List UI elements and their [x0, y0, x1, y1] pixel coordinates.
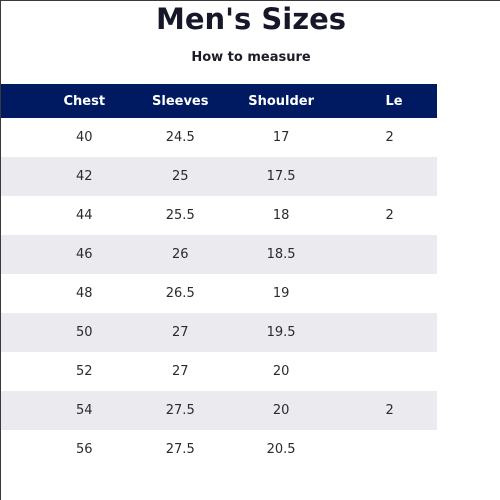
- cell-chest: 54: [37, 391, 131, 430]
- column-header-sleeves: Sleeves: [130, 84, 230, 118]
- cell-length: 2: [332, 118, 437, 157]
- cell-size: L: [1, 313, 38, 352]
- cell-chest: 52: [37, 352, 131, 391]
- cell-size: [1, 274, 38, 313]
- cell-length: [332, 352, 437, 391]
- column-header-shoulder: Shoulder: [229, 84, 333, 118]
- cell-size: M: [1, 235, 38, 274]
- cell-shoulder: 19.5: [229, 313, 333, 352]
- cell-length: [332, 313, 437, 352]
- page-title: Men's Sizes: [155, 2, 347, 36]
- cell-chest: 44: [37, 196, 131, 235]
- table-row: XL 56 27.5 20.5: [1, 430, 437, 469]
- cell-chest: 56: [37, 430, 131, 469]
- cell-size: S: [1, 157, 38, 196]
- table-row: M 46 26 18.5: [1, 235, 437, 274]
- cell-shoulder: 18: [229, 196, 333, 235]
- cell-chest: 40: [37, 118, 131, 157]
- table-row: XL 54 27.5 20 2: [1, 391, 437, 430]
- cell-length: [332, 430, 437, 469]
- cell-length: [332, 274, 437, 313]
- cell-sleeves: 25: [130, 157, 230, 196]
- column-header-size: ze: [1, 84, 38, 118]
- cell-shoulder: 20: [229, 352, 333, 391]
- cell-shoulder: 17: [229, 118, 333, 157]
- how-to-measure-link[interactable]: How to measure: [191, 50, 311, 65]
- cell-shoulder: 17.5: [229, 157, 333, 196]
- cell-shoulder: 19: [229, 274, 333, 313]
- cell-chest: 48: [37, 274, 131, 313]
- cell-shoulder: 20.5: [229, 430, 333, 469]
- cell-size: S: [1, 196, 38, 235]
- cell-size: XL: [1, 391, 38, 430]
- cell-sleeves: 26.5: [130, 274, 230, 313]
- cell-sleeves: 27.5: [130, 391, 230, 430]
- cell-length: 2: [332, 391, 437, 430]
- table-row: 48 26.5 19: [1, 274, 437, 313]
- table-body: ES 40 24.5 17 2 S 42 25 17.5 S 44 25.5: [1, 118, 437, 469]
- cell-length: 2: [332, 196, 437, 235]
- column-header-chest: Chest: [37, 84, 131, 118]
- cell-sleeves: 25.5: [130, 196, 230, 235]
- cell-length: [332, 157, 437, 196]
- table-row: S 44 25.5 18 2: [1, 196, 437, 235]
- cell-chest: 50: [37, 313, 131, 352]
- table-row: S 42 25 17.5: [1, 157, 437, 196]
- table-row: L 50 27 19.5: [1, 313, 437, 352]
- cell-size: XL: [1, 430, 38, 469]
- cell-chest: 46: [37, 235, 131, 274]
- cell-sleeves: 27: [130, 313, 230, 352]
- cell-size: ES: [1, 118, 38, 157]
- size-table-container: ze Chest Sleeves Shoulder Le ES 40 24.5 …: [1, 84, 500, 484]
- cell-shoulder: 18.5: [229, 235, 333, 274]
- cell-chest: 42: [37, 157, 131, 196]
- cell-size: XL: [1, 352, 38, 391]
- cell-sleeves: 24.5: [130, 118, 230, 157]
- size-table: ze Chest Sleeves Shoulder Le ES 40 24.5 …: [1, 84, 437, 469]
- column-header-length: Le: [332, 84, 437, 118]
- table-header: ze Chest Sleeves Shoulder Le: [1, 84, 437, 118]
- table-header-row: ze Chest Sleeves Shoulder Le: [1, 84, 437, 118]
- cell-sleeves: 26: [130, 235, 230, 274]
- table-row: ES 40 24.5 17 2: [1, 118, 437, 157]
- cell-sleeves: 27.5: [130, 430, 230, 469]
- cell-sleeves: 27: [130, 352, 230, 391]
- cell-shoulder: 20: [229, 391, 333, 430]
- cell-length: [332, 235, 437, 274]
- table-row: XL 52 27 20: [1, 352, 437, 391]
